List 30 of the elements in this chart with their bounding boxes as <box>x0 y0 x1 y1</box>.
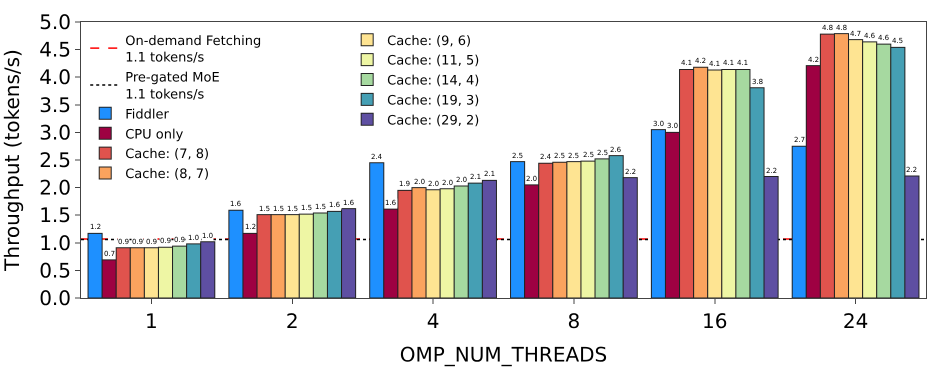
legend-label: Pre-gated MoE 1.1 tokens/s <box>125 70 220 102</box>
y-tick-label: 2.0 <box>39 176 71 200</box>
x-tick-label: 1 <box>145 309 158 333</box>
y-tick-label: 4.0 <box>39 65 71 90</box>
legend-label: On-demand Fetching 1.1 tokens/s <box>125 34 262 66</box>
y-tick-label: 3.0 <box>39 120 71 144</box>
y-tick-label: 0.0 <box>39 286 71 310</box>
y-tick-label: 4.5 <box>39 38 71 62</box>
x-axis-title: OMP_NUM_THREADS <box>400 342 608 366</box>
legend-label: Cache: (11, 5) <box>387 54 480 69</box>
legend-label: Cache: (14, 4) <box>387 74 480 89</box>
x-tick-label: 4 <box>426 309 440 333</box>
y-tick-label: 1.5 <box>39 203 71 228</box>
y-tick-label: 5.0 <box>39 10 71 34</box>
y-tick-label: 1.0 <box>39 230 71 255</box>
legend-label: Fiddler <box>125 107 170 122</box>
y-tick-label: 3.5 <box>39 92 71 117</box>
y-axis-title: Throughput (tokens/s) <box>0 49 24 272</box>
x-tick-label: 16 <box>702 309 728 333</box>
y-tick-label: 0.5 <box>39 258 71 282</box>
legend-label: Cache: (9, 6) <box>387 34 472 49</box>
x-tick-label: 2 <box>286 309 299 333</box>
y-tick-label: 2.5 <box>39 148 71 172</box>
legend-label: Cache: (7, 8) <box>125 147 210 162</box>
legend-label: Cache: (8, 7) <box>125 167 210 182</box>
x-tick-label: 8 <box>568 309 580 333</box>
x-tick-label: 24 <box>842 309 868 333</box>
legend-label: Cache: (19, 3) <box>387 93 480 108</box>
legend-label: CPU only <box>125 127 184 142</box>
legend-label: Cache: (29, 2) <box>387 113 480 128</box>
